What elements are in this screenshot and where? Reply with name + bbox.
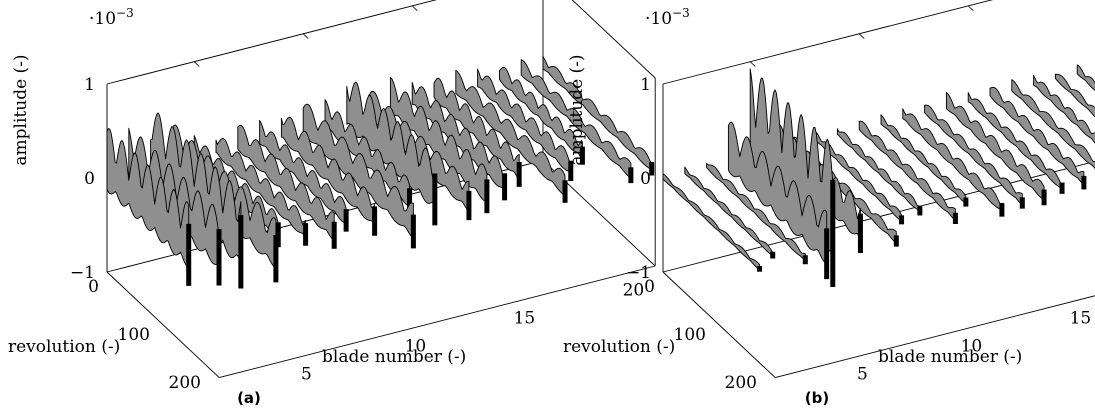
- series-wave-blade-18: [1033, 74, 1095, 144]
- axis-box-edge: [662, 271, 776, 378]
- x-axis-label: blade number (-): [322, 347, 466, 367]
- x-tick-mark: [411, 5, 418, 11]
- series-wave-blade-1: [662, 173, 761, 271]
- series-group-a: [106, 55, 655, 289]
- axes-box-back-b: [662, 0, 1095, 273]
- x-tick-label: 15: [514, 308, 536, 328]
- y-tick-label: 100: [118, 325, 150, 345]
- axes-box-front-b: [662, 271, 1095, 379]
- axis-box-edge: [106, 271, 220, 378]
- y-tick-label: 0: [88, 277, 99, 297]
- series-wave-blade-12: [902, 108, 1003, 213]
- z-tick-label: 0: [640, 169, 651, 189]
- x-tick-label: 20: [623, 281, 645, 301]
- series-wave-blade-10: [858, 120, 956, 222]
- panel-caption: (b): [805, 389, 829, 407]
- y-tick-label: 200: [725, 373, 757, 393]
- axis-box-edge: [571, 0, 656, 79]
- axes-box-front-a: [106, 265, 656, 379]
- series-wave-blade-20: [1076, 64, 1095, 91]
- x-tick-mark: [193, 61, 200, 67]
- x-tick-label: 15: [1070, 308, 1092, 328]
- y-axis-label: revolution (-): [563, 337, 675, 357]
- panel-caption: (a): [237, 389, 261, 407]
- x-axis-label: blade number (-): [878, 347, 1022, 367]
- z-multiplier-b: ·10−3: [645, 6, 690, 29]
- axis-text-b: ·10−3 1 0 −1 amplitude (-) 0 100 200 rev…: [563, 6, 1092, 407]
- panel-b: ·10−3 1 0 −1 amplitude (-) 0 100 200 rev…: [563, 0, 1095, 407]
- y-tick-label: 200: [169, 373, 201, 393]
- z-tick-label: −1: [626, 263, 651, 283]
- x-tick-mark: [858, 33, 865, 39]
- z-multiplier-a: ·10−3: [89, 6, 134, 29]
- z-tick-label: 1: [84, 75, 95, 95]
- x-tick-mark: [967, 5, 974, 11]
- z-axis-label: amplitude (-): [567, 54, 587, 165]
- series-group-b: [662, 64, 1095, 287]
- x-tick-label: 10: [405, 336, 427, 356]
- series-wave-blade-19: [1054, 73, 1095, 118]
- x-tick-label: 5: [857, 364, 868, 384]
- z-tick-label: 1: [640, 75, 651, 95]
- y-axis-label: revolution (-): [8, 337, 120, 357]
- series-wave-blade-17: [1011, 79, 1095, 170]
- axis-box-edge: [775, 295, 1095, 379]
- axis-box-edge: [106, 0, 437, 85]
- x-tick-mark: [302, 33, 309, 39]
- y-tick-label: 100: [674, 325, 706, 345]
- z-tick-label: −1: [70, 263, 95, 283]
- x-tick-label: 10: [961, 336, 983, 356]
- axis-box-edge: [219, 265, 656, 379]
- y-tick-label: 0: [644, 277, 655, 297]
- x-tick-label: 5: [301, 364, 312, 384]
- x-tick-mark: [749, 61, 756, 67]
- axis-text-a: ·10−3 1 0 −1 amplitude (-) 0 100 200 rev…: [8, 6, 644, 407]
- panel-a: ·10−3 1 0 −1 amplitude (-) 0 100 200 rev…: [8, 0, 656, 407]
- axis-box-edge: [662, 0, 993, 85]
- z-tick-label: 0: [84, 169, 95, 189]
- z-axis-label: amplitude (-): [11, 54, 31, 165]
